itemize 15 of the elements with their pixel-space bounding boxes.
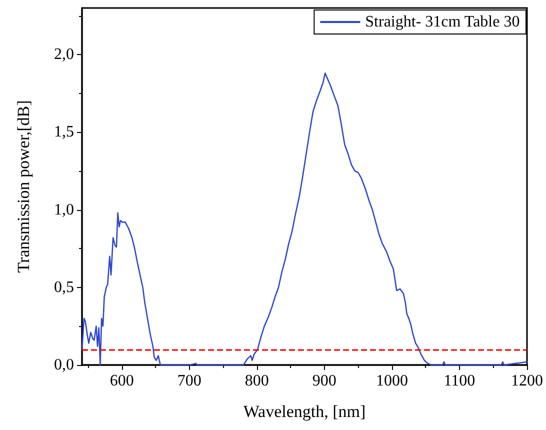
y-tick-label: 0,0 — [54, 356, 74, 374]
y-axis-title: Transmission power,[dB] — [14, 100, 33, 273]
y-tick-label: 0,5 — [54, 278, 74, 296]
x-tick-label: 700 — [177, 372, 202, 390]
x-tick-label: 600 — [110, 372, 134, 390]
x-tick-label: 1000 — [376, 372, 408, 390]
x-axis-title: Wavelength, [nm] — [243, 402, 366, 421]
x-tick-label: 800 — [244, 372, 269, 390]
x-tick-label: 1200 — [511, 372, 543, 390]
legend-label: Straight- 31cm Table 30 — [365, 14, 520, 30]
x-tick-label: 900 — [312, 372, 336, 390]
y-tick-label: 2,0 — [54, 46, 74, 64]
y-tick-label: 1,5 — [54, 124, 74, 141]
y-tick-label: 1,0 — [54, 201, 74, 218]
x-tick-label: 1100 — [444, 372, 476, 390]
